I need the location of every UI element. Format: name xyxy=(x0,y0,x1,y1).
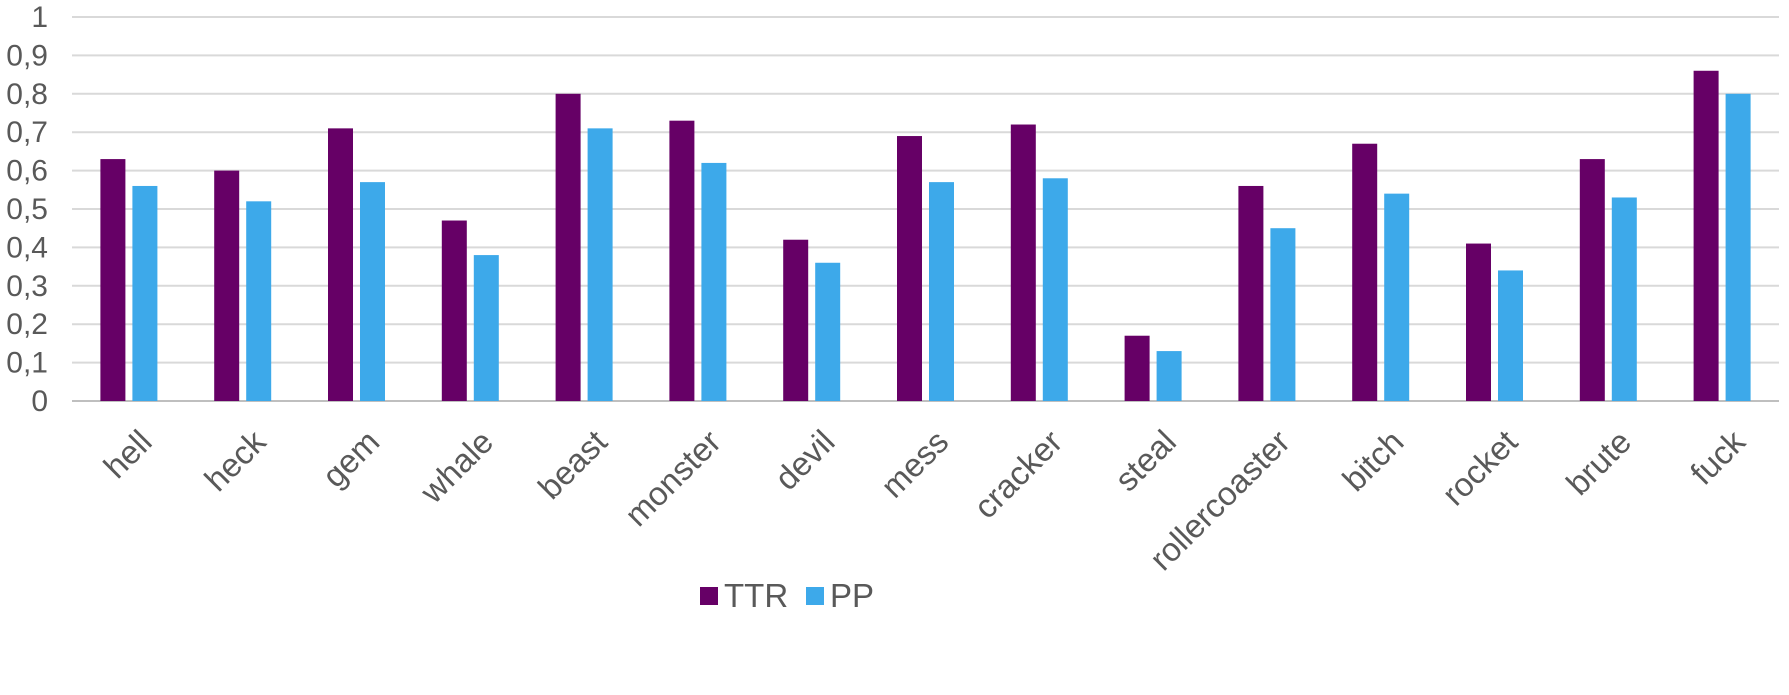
y-tick-label: 0,2 xyxy=(6,308,48,341)
bar-ttr-devil xyxy=(783,239,809,401)
bar-pp-mess xyxy=(929,182,954,401)
bar-ttr-monster xyxy=(669,120,695,402)
bar-pp-rocket xyxy=(1498,270,1523,401)
bar-ttr-cracker xyxy=(1010,124,1036,402)
category-label: devil xyxy=(767,423,841,497)
category-label: whale xyxy=(412,423,500,511)
bar-ttr-bitch xyxy=(1352,143,1378,401)
category-label: fuck xyxy=(1683,422,1752,491)
bar-pp-bitch xyxy=(1384,193,1410,401)
y-tick-label: 0,8 xyxy=(6,78,48,111)
bar-ttr-brute xyxy=(1579,159,1605,401)
category-label: beast xyxy=(531,423,614,506)
bar-ttr-heck xyxy=(214,170,240,401)
bar-ttr-rollercoaster xyxy=(1238,185,1264,401)
bar-ttr-beast xyxy=(555,93,581,402)
bar-pp-fuck xyxy=(1725,93,1751,402)
bar-ttr-mess xyxy=(897,136,922,402)
category-label: steal xyxy=(1108,423,1183,498)
bar-pp-brute xyxy=(1611,197,1637,401)
y-tick-label: 0,9 xyxy=(6,39,48,72)
bar-pp-hell xyxy=(132,185,158,401)
category-label: monster xyxy=(617,423,727,533)
category-label: bitch xyxy=(1335,423,1410,498)
bar-ttr-whale xyxy=(441,220,467,401)
bar-pp-beast xyxy=(587,128,613,402)
category-label: rocket xyxy=(1435,423,1525,513)
x-axis-category-labels: hell heck gem whale beast monster devil mess cra… xyxy=(96,422,1752,577)
category-label: heck xyxy=(197,422,273,498)
bar-pp-rollercoaster xyxy=(1270,228,1296,401)
category-label: gem xyxy=(315,423,387,495)
legend-swatch-pp xyxy=(806,587,824,605)
category-label: mess xyxy=(874,423,956,505)
bars xyxy=(100,70,1751,402)
y-tick-label: 0,4 xyxy=(6,231,48,264)
bar-ttr-rocket xyxy=(1466,243,1491,401)
legend-label-pp: PP xyxy=(830,577,874,614)
legend-swatch-ttr xyxy=(700,587,718,605)
y-tick-label: 0,3 xyxy=(6,270,48,303)
y-tick-label: 0 xyxy=(31,385,48,418)
y-tick-label: 0,1 xyxy=(6,347,48,380)
y-tick-label: 0,5 xyxy=(6,193,48,226)
bar-ttr-hell xyxy=(100,159,126,401)
bar-pp-cracker xyxy=(1042,178,1068,401)
gridlines xyxy=(72,16,1779,402)
bar-pp-steal xyxy=(1156,351,1182,401)
bar-pp-devil xyxy=(815,262,841,401)
y-axis-tick-labels: 0 0,1 0,2 0,3 0,4 0,5 0,6 0,7 0,8 0,9 1 xyxy=(6,1,48,418)
bar-ttr-steal xyxy=(1124,335,1150,401)
bar-pp-monster xyxy=(701,162,727,401)
bar-pp-heck xyxy=(246,201,272,401)
y-tick-label: 1 xyxy=(31,1,48,34)
legend: TTR PP xyxy=(700,577,874,614)
bar-pp-gem xyxy=(360,182,385,401)
bar-ttr-gem xyxy=(328,128,353,402)
bar-ttr-fuck xyxy=(1693,70,1719,401)
category-label: cracker xyxy=(967,423,1070,526)
legend-label-ttr: TTR xyxy=(724,577,788,614)
y-tick-label: 0,6 xyxy=(6,155,48,188)
category-label: hell xyxy=(96,423,158,485)
bar-pp-whale xyxy=(473,255,499,401)
y-tick-label: 0,7 xyxy=(6,116,48,149)
category-label: brute xyxy=(1559,423,1638,502)
